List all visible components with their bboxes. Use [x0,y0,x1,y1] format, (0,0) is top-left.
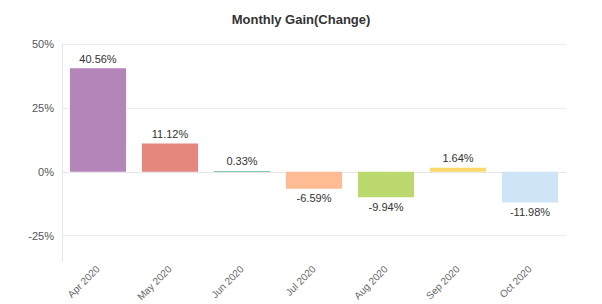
svg-text:0.33%: 0.33% [226,155,257,167]
svg-text:-9.94%: -9.94% [369,201,404,213]
svg-text:-11.98%: -11.98% [510,206,550,218]
svg-text:11.12%: 11.12% [152,128,189,140]
svg-text:Apr 2020: Apr 2020 [65,263,102,300]
svg-text:Jun 2020: Jun 2020 [209,263,246,300]
svg-text:Oct 2020: Oct 2020 [497,263,534,300]
svg-text:-6.59%: -6.59% [297,192,332,204]
svg-text:Aug 2020: Aug 2020 [352,263,390,301]
svg-text:Jul 2020: Jul 2020 [283,263,318,298]
svg-text:0%: 0% [38,166,54,178]
svg-text:40.56%: 40.56% [79,53,117,65]
svg-text:25%: 25% [32,102,54,114]
svg-text:Sep 2020: Sep 2020 [424,263,462,301]
svg-text:1.64%: 1.64% [442,152,473,164]
svg-text:Monthly Gain(Change): Monthly Gain(Change) [232,12,371,27]
svg-text:50%: 50% [32,38,54,50]
svg-text:May 2020: May 2020 [135,263,174,302]
svg-text:-25%: -25% [28,230,54,242]
